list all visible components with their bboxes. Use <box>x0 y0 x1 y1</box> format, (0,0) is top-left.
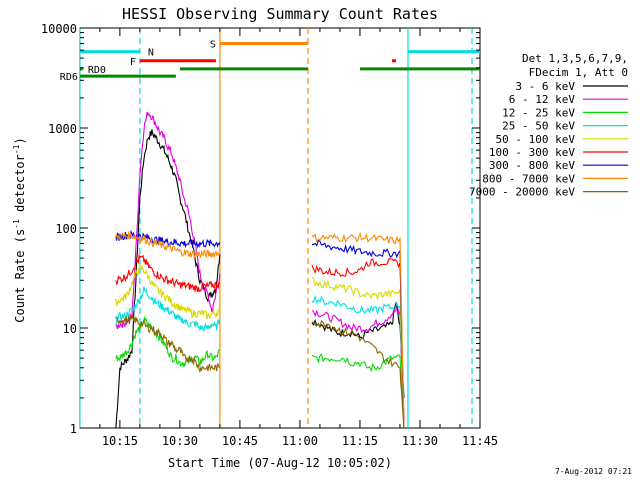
series-3-line-1 <box>311 294 405 429</box>
series-2-line-0 <box>115 315 221 369</box>
y-axis-label-sup2: -1 <box>12 144 21 154</box>
series-7-line-0 <box>115 231 221 259</box>
x-tick-label-0: 10:15 <box>102 434 138 448</box>
legend-label-0: 3 - 6 keV <box>515 80 575 93</box>
series-8-line-0 <box>115 314 221 374</box>
legend-header-2: FDecim 1, Att 0 <box>529 66 628 79</box>
legend-label-8: 7000 - 20000 keV <box>469 186 575 199</box>
legend-label-7: 800 - 7000 keV <box>482 172 575 185</box>
footer-date: 7-Aug-2012 07:21 <box>555 467 632 476</box>
legend-label-2: 12 - 25 keV <box>502 106 575 119</box>
x-axis: 10:15 10:30 10:45 11:00 11:15 11:30 11:45 <box>99 28 498 448</box>
series-4-line-0 <box>115 263 221 320</box>
y-axis-label-part1: Count Rate (s <box>13 229 27 323</box>
x-tick-label-1: 10:30 <box>162 434 198 448</box>
legend-label-4: 50 - 100 keV <box>496 133 576 146</box>
series-6-line-0 <box>115 229 221 249</box>
series-5 <box>115 253 405 429</box>
flag-label-3: RD0 <box>88 65 106 76</box>
series-5-line-1 <box>311 258 405 429</box>
flag-label-1: S <box>210 39 216 50</box>
series-1 <box>115 111 405 429</box>
y-axis-label-sup1: -1 <box>12 219 21 229</box>
y-tick-label-2: 100 <box>55 222 77 236</box>
x-tick-label-4: 11:15 <box>342 434 378 448</box>
plot-area: N S F RD0 RD6 <box>60 27 481 429</box>
x-tick-label-3: 11:00 <box>282 434 318 448</box>
series-8-line-1 <box>311 320 405 429</box>
series-8 <box>115 314 405 429</box>
legend-label-3: 25 - 50 keV <box>502 120 575 133</box>
series-7-line-1 <box>311 231 405 429</box>
series-4 <box>115 263 405 429</box>
y-axis-label-part3: ) <box>13 137 27 144</box>
y-tick-label-3: 1000 <box>48 122 77 136</box>
series-4-line-1 <box>311 276 405 429</box>
flag-label-0: N <box>148 48 154 59</box>
legend-label-5: 100 - 300 keV <box>489 146 575 159</box>
y-tick-label-0: 1 <box>70 422 77 436</box>
series-3 <box>115 286 405 429</box>
y-axis: 1 10 100 1000 10000 <box>41 22 480 436</box>
x-tick-label-5: 11:30 <box>402 434 438 448</box>
series-6 <box>115 229 405 429</box>
legend-label-1: 6 - 12 keV <box>509 93 576 106</box>
chart-title: HESSI Observing Summary Count Rates <box>122 5 438 23</box>
flag-label-2: F <box>130 57 136 68</box>
legend: Det 1,3,5,6,7,9, FDecim 1, Att 0 3 - 6 k… <box>469 52 628 199</box>
series-2-line-1 <box>311 353 405 429</box>
series-6-line-1 <box>311 239 405 429</box>
series-2 <box>115 315 405 429</box>
legend-header-1: Det 1,3,5,6,7,9, <box>522 52 628 65</box>
y-tick-label-1: 10 <box>63 322 77 336</box>
series-0-line-0 <box>115 129 221 429</box>
y-axis-label-part2: detector <box>13 154 27 219</box>
flag-label-4: RD6 <box>60 72 78 83</box>
series-7 <box>115 231 405 429</box>
y-tick-label-4: 10000 <box>41 22 77 36</box>
x-tick-label-2: 10:45 <box>222 434 258 448</box>
x-tick-label-6: 11:45 <box>462 434 498 448</box>
series-5-line-0 <box>115 253 221 293</box>
legend-label-6: 300 - 800 keV <box>489 159 575 172</box>
y-axis-label: Count Rate (s-1 detector-1) <box>12 137 27 322</box>
series-3-line-0 <box>115 286 221 332</box>
series-0-line-1 <box>311 301 405 398</box>
series-1-line-0 <box>115 111 221 330</box>
x-axis-label: Start Time (07-Aug-12 10:05:02) <box>168 456 392 470</box>
